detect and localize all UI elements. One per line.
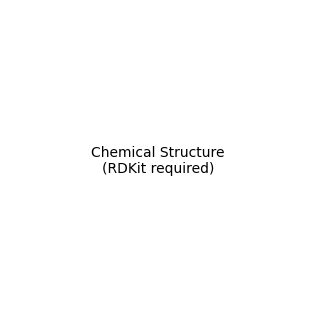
Text: Chemical Structure
(RDKit required): Chemical Structure (RDKit required) bbox=[91, 146, 225, 176]
